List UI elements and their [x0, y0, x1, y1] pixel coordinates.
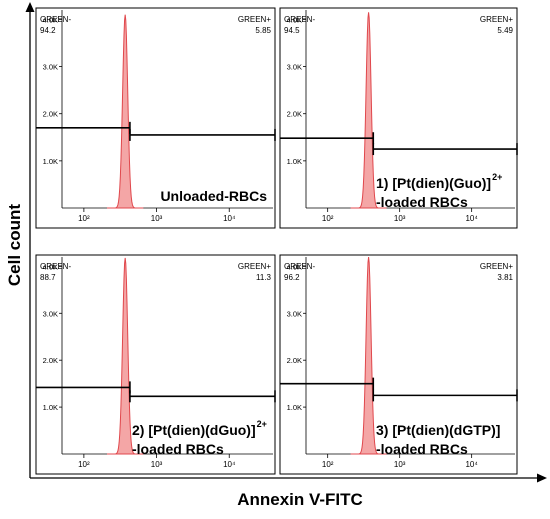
panels: 1.0K 2.0K 3.0K 4.0K 10² 10³ 10⁴ GREEN- 94.2 GREEN…	[35, 7, 518, 475]
gate-left-label: GREEN-	[284, 262, 315, 271]
gate-left-percent: 94.2	[40, 26, 56, 35]
panel-frame	[279, 7, 518, 229]
panel-caption-line1: 3) [Pt(dien)(dGTP)]	[376, 422, 500, 438]
x-tick-label: 10²	[78, 460, 90, 469]
y-tick-label: 2.0K	[287, 356, 302, 365]
x-tick-label: 10²	[78, 214, 90, 223]
y-tick-label: 1.0K	[43, 157, 58, 166]
panel-caption-line2: -loaded RBCs	[376, 441, 468, 457]
panel-caption-superscript: 2+	[257, 419, 267, 429]
x-tick-label: 10³	[151, 460, 163, 469]
x-tick-label: 10²	[322, 214, 334, 223]
gate-right-percent: 3.81	[497, 273, 513, 282]
panel-caption: Unloaded-RBCs	[160, 188, 267, 204]
gate-right-percent: 5.85	[255, 26, 271, 35]
panel-caption-line2: -loaded RBCs	[376, 194, 468, 210]
y-tick-label: 4.0K	[287, 15, 302, 24]
histogram-panel-2: 1.0K 2.0K 3.0K 4.0K 10² 10³ 10⁴ GREEN- 94.5 GREEN…	[279, 7, 518, 229]
x-tick-label: 10³	[151, 214, 163, 223]
panel-caption-line1: 1) [Pt(dien)(Guo)]	[376, 175, 491, 191]
y-tick-label: 2.0K	[43, 356, 58, 365]
gate-left-label: GREEN-	[40, 262, 71, 271]
gate-right-percent: 5.49	[497, 26, 513, 35]
y-tick-label: 4.0K	[43, 262, 58, 271]
panel-frame	[279, 254, 518, 475]
x-tick-label: 10³	[394, 460, 406, 469]
gate-right-label: GREEN+	[480, 15, 513, 24]
gate-right-label: GREEN+	[480, 262, 513, 271]
histogram-peak	[107, 257, 144, 455]
x-tick-label: 10⁴	[223, 214, 236, 223]
y-tick-label: 4.0K	[43, 15, 58, 24]
gate-left-label: GREEN-	[40, 15, 71, 24]
panel-frame	[35, 7, 276, 229]
outer-y-arrowhead	[25, 2, 35, 12]
gate-left-percent: 88.7	[40, 273, 56, 282]
y-tick-label: 2.0K	[43, 110, 58, 119]
x-tick-label: 10⁴	[465, 214, 478, 223]
y-tick-label: 1.0K	[287, 157, 302, 166]
x-tick-label: 10⁴	[223, 460, 236, 469]
outer-axes	[25, 2, 547, 483]
gate-left-percent: 96.2	[284, 273, 300, 282]
gate-right-label: GREEN+	[238, 262, 271, 271]
y-tick-label: 2.0K	[287, 110, 302, 119]
histogram-peak	[350, 256, 387, 455]
y-tick-label: 4.0K	[287, 262, 302, 271]
histogram-peak	[350, 12, 387, 209]
gate-left-percent: 94.5	[284, 26, 300, 35]
y-tick-label: 3.0K	[43, 63, 58, 72]
panel-frame	[35, 254, 276, 475]
outer-x-arrowhead	[537, 473, 547, 483]
histogram-peak	[107, 14, 144, 209]
gate-right-label: GREEN+	[238, 15, 271, 24]
panel-caption-superscript: 2+	[492, 172, 502, 182]
gate-left-label: GREEN-	[284, 15, 315, 24]
histogram-panel-4: 1.0K 2.0K 3.0K 4.0K 10² 10³ 10⁴ GREEN- 96.2 GREEN…	[279, 254, 518, 475]
x-tick-label: 10²	[322, 460, 334, 469]
y-tick-label: 1.0K	[287, 403, 302, 412]
x-axis-label: Annexin V-FITC	[237, 490, 363, 509]
panel-caption-line2: -loaded RBCs	[132, 441, 224, 457]
histogram-panel-1: 1.0K 2.0K 3.0K 4.0K 10² 10³ 10⁴ GREEN- 94.2 GREEN…	[35, 7, 276, 229]
histogram-panel-3: 1.0K 2.0K 3.0K 4.0K 10² 10³ 10⁴ GREEN- 88.7 GREEN…	[35, 254, 276, 475]
y-axis-label: Cell count	[5, 203, 24, 287]
panel-caption-line1: 2) [Pt(dien)(dGuo)]	[132, 422, 256, 438]
y-tick-label: 3.0K	[43, 309, 58, 318]
y-tick-label: 1.0K	[43, 403, 58, 412]
x-tick-label: 10³	[394, 214, 406, 223]
y-tick-label: 3.0K	[287, 63, 302, 72]
y-tick-label: 3.0K	[287, 309, 302, 318]
gate-right-percent: 11.3	[256, 273, 272, 282]
x-tick-label: 10⁴	[465, 460, 478, 469]
